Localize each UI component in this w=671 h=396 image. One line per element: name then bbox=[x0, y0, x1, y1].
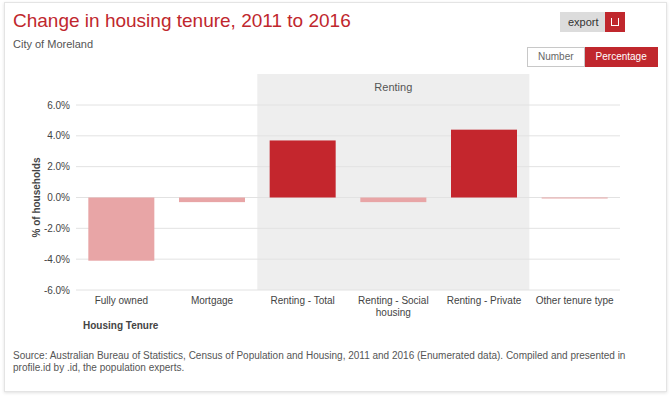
grid-line bbox=[76, 259, 620, 260]
x-tick-line: Fully owned bbox=[95, 295, 148, 306]
y-tick-label: -6.0% bbox=[44, 285, 70, 296]
x-tick-line: Renting - Total bbox=[271, 295, 335, 306]
chart: Renting -6.0% -4.0% -2.0% 0.0% 2.0% 4.0% 6.0% Fu… bbox=[0, 0, 671, 396]
bar bbox=[270, 140, 336, 197]
x-tick-label: Other tenure type bbox=[536, 295, 614, 306]
annotation-label: Renting bbox=[374, 81, 412, 93]
subtitle: City of Moreland bbox=[13, 38, 93, 50]
bar bbox=[451, 130, 517, 198]
grid-line bbox=[76, 197, 620, 198]
export-icon[interactable] bbox=[605, 12, 625, 32]
x-tick-line: Renting - Private bbox=[447, 295, 522, 306]
x-tick-label: Renting - Socialhousing bbox=[358, 295, 429, 318]
y-tick-label: 0.0% bbox=[47, 192, 70, 203]
title: Change in housing tenure, 2011 to 2016 bbox=[13, 10, 351, 32]
y-tick-label: -2.0% bbox=[44, 223, 70, 234]
y-tick-label: 4.0% bbox=[47, 130, 70, 141]
x-tick-line: Other tenure type bbox=[536, 295, 614, 306]
grid-line bbox=[76, 228, 620, 229]
bars bbox=[88, 130, 607, 261]
y-tick-label: 6.0% bbox=[47, 100, 70, 111]
y-tick-label: -4.0% bbox=[44, 254, 70, 265]
grid-line bbox=[76, 166, 620, 167]
bar bbox=[179, 198, 245, 203]
export-button[interactable]: export bbox=[560, 12, 625, 32]
x-tick-line: Renting - Social bbox=[358, 295, 429, 306]
toggle-button[interactable]: Number bbox=[527, 47, 585, 67]
grid-line bbox=[76, 290, 620, 291]
export-label[interactable]: export bbox=[560, 16, 605, 28]
bar bbox=[360, 198, 426, 203]
y-tick-label: 2.0% bbox=[47, 161, 70, 172]
x-tick-label: Renting - Total bbox=[271, 295, 335, 306]
x-tick-label: Fully owned bbox=[95, 295, 148, 306]
x-axis-title: Housing Tenure bbox=[83, 320, 159, 331]
x-tick-label: Renting - Private bbox=[447, 295, 522, 306]
y-axis-title: % of households bbox=[31, 157, 42, 237]
grid-line bbox=[76, 105, 620, 106]
x-tick-label: Mortgage bbox=[191, 295, 234, 306]
toggle: NumberPercentage bbox=[527, 47, 658, 67]
bar bbox=[88, 198, 154, 261]
grid-line bbox=[76, 135, 620, 136]
annotation-band bbox=[257, 74, 529, 290]
bar bbox=[542, 198, 608, 199]
source-note: Source: Australian Bureau of Statistics,… bbox=[13, 350, 653, 374]
x-tick-line: housing bbox=[376, 307, 411, 318]
toggle-button[interactable]: Percentage bbox=[585, 47, 658, 67]
x-tick-line: Mortgage bbox=[191, 295, 234, 306]
